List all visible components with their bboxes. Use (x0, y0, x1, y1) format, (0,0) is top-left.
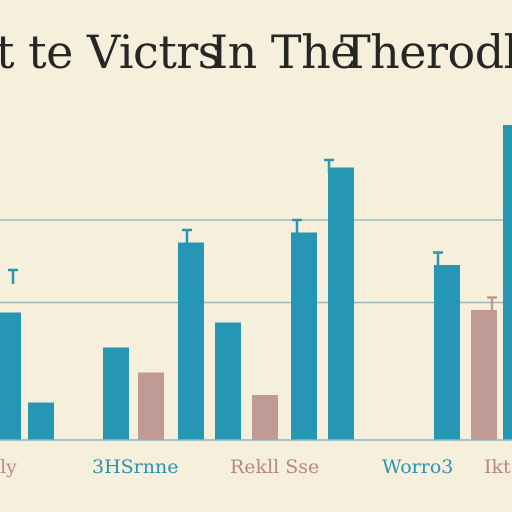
bar-1 (0, 312, 21, 440)
bar-9 (328, 167, 354, 440)
bar-2 (28, 402, 54, 440)
chart-title-part-2: In The (210, 25, 357, 79)
error-marker-2 (182, 228, 192, 244)
x-tick-label-3: Rekll Sse (230, 456, 320, 478)
error-marker-7 (487, 296, 497, 312)
bar-layer (0, 125, 512, 440)
x-tick-label-5: Ikt (484, 456, 511, 478)
x-tick-label-2: 3HSrnne (92, 456, 179, 478)
bar-12 (503, 125, 512, 440)
chart-title-part-3: Therodlcl (340, 25, 512, 79)
chart-title-part-1: t te Victrs (0, 25, 221, 79)
error-marker-5 (339, 168, 349, 184)
marker-layer (8, 158, 497, 312)
bar-8 (291, 232, 317, 440)
bar-7 (252, 395, 278, 440)
error-marker-1 (8, 268, 18, 284)
error-marker-6 (433, 251, 443, 267)
bar-11 (471, 310, 497, 440)
bar-6 (215, 322, 241, 440)
bar-4 (138, 372, 164, 440)
bar-10 (434, 265, 460, 440)
bar-5 (178, 242, 204, 440)
bar-3 (103, 347, 129, 440)
error-marker-3 (292, 218, 302, 234)
error-marker-4 (324, 158, 334, 174)
x-tick-label-1: lly (0, 456, 17, 478)
grid-layer (0, 219, 512, 304)
chart-title: t te Victrs In The Therodlcl (0, 22, 512, 82)
x-tick-label-4: Worro3 (382, 456, 454, 478)
